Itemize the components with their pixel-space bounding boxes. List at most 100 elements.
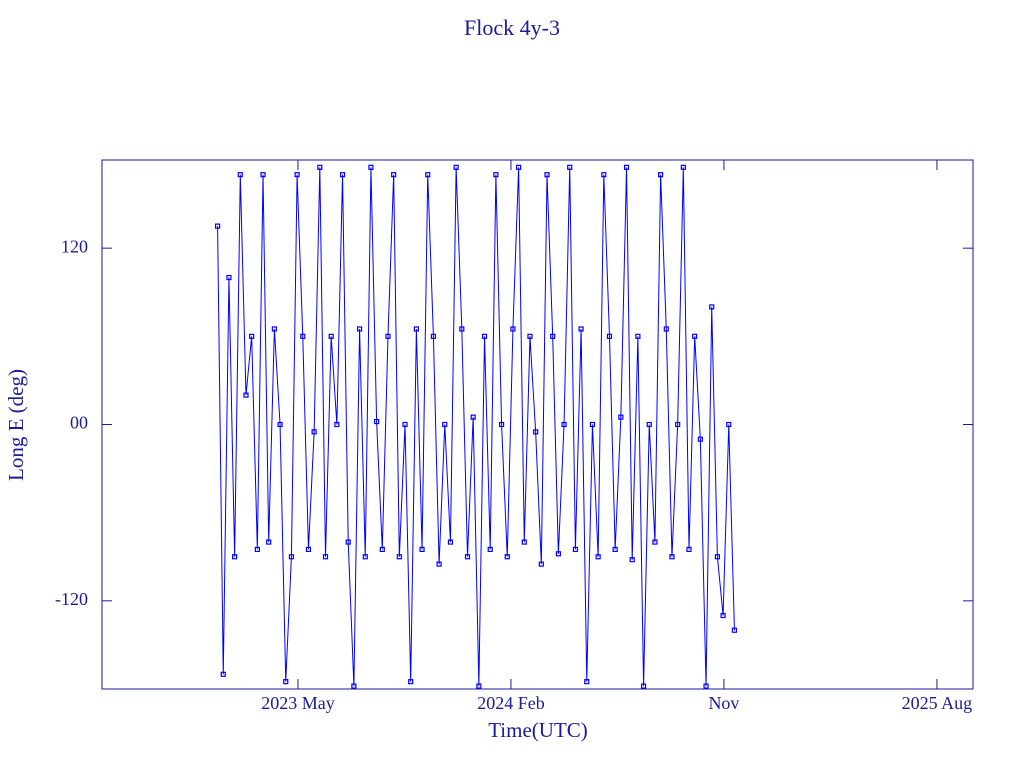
- data-point: [322, 554, 329, 560]
- x-tick-label: Nov: [708, 693, 739, 713]
- data-point: [419, 546, 425, 553]
- data-point: [561, 421, 567, 428]
- data-point: [226, 274, 232, 281]
- data-point: [249, 333, 255, 339]
- data-point: [356, 326, 363, 332]
- data-point: [260, 172, 266, 178]
- data-point: [527, 333, 533, 339]
- data-point: [589, 421, 596, 428]
- data-point: [680, 164, 686, 170]
- data-point: [498, 421, 505, 428]
- data-point: [237, 172, 243, 178]
- data-point: [481, 333, 488, 339]
- data-point: [385, 333, 391, 339]
- data-point: [294, 172, 300, 178]
- data-point: [544, 172, 550, 178]
- data-point: [533, 429, 539, 435]
- data-point: [328, 333, 334, 339]
- data-point: [521, 539, 527, 545]
- x-tick-label: 2025 Aug: [902, 693, 973, 713]
- data-point: [362, 554, 368, 560]
- data-point: [368, 164, 374, 170]
- data-point: [567, 164, 573, 170]
- data-point: [300, 333, 306, 339]
- data-point: [572, 546, 579, 553]
- data-point: [254, 546, 260, 553]
- data-point: [555, 551, 561, 557]
- data-point: [271, 326, 277, 332]
- y-tick-label: 120: [61, 236, 88, 256]
- data-point: [266, 539, 272, 545]
- plot-frame: [101, 159, 974, 690]
- data-point: [538, 561, 544, 567]
- data-point: [720, 612, 726, 619]
- data-point: [374, 418, 380, 425]
- data-point: [629, 557, 635, 563]
- data-point: [351, 683, 357, 689]
- data-point: [232, 554, 238, 560]
- data-point: [430, 333, 437, 339]
- data-point: [675, 421, 681, 428]
- data-point: [413, 326, 419, 332]
- data-point: [402, 421, 408, 428]
- data-point: [220, 671, 226, 677]
- data-point: [703, 683, 709, 689]
- data-point: [618, 414, 624, 420]
- series-line: [217, 167, 735, 687]
- data-point: [214, 223, 221, 229]
- data-point: [436, 561, 442, 567]
- data-point: [658, 172, 664, 178]
- x-tick-label: 2023 May: [261, 693, 335, 713]
- data-point: [345, 539, 351, 545]
- data-point: [476, 683, 482, 689]
- data-point: [243, 392, 249, 398]
- x-tick-label: 2024 Feb: [477, 693, 545, 713]
- data-point: [612, 546, 618, 553]
- data-point: [652, 539, 658, 545]
- data-point: [396, 554, 402, 560]
- data-point: [283, 679, 289, 685]
- data-point: [584, 679, 590, 685]
- x-axis-label: Time(UTC): [488, 718, 588, 742]
- data-point: [470, 414, 476, 420]
- data-point: [334, 421, 340, 428]
- data-point: [408, 679, 414, 685]
- data-point: [425, 172, 431, 178]
- data-point: [726, 421, 732, 428]
- data-point: [601, 172, 607, 178]
- data-point: [277, 421, 283, 428]
- data-point: [686, 546, 692, 553]
- data-point: [692, 333, 698, 339]
- data-point: [453, 164, 459, 170]
- data-point: [379, 546, 385, 553]
- data-point: [493, 172, 499, 178]
- y-tick-label: 00: [70, 413, 88, 433]
- data-point: [606, 333, 613, 339]
- y-tick-label: -120: [55, 589, 88, 609]
- data-point: [635, 333, 641, 339]
- data-point: [288, 554, 295, 560]
- data-point: [442, 421, 448, 428]
- data-point: [731, 627, 738, 633]
- data-point: [487, 546, 493, 553]
- chart-title: Flock 4y-3: [464, 15, 560, 40]
- data-point: [516, 164, 522, 170]
- data-point: [464, 554, 471, 560]
- data-point: [510, 326, 516, 332]
- data-point: [305, 546, 312, 553]
- data-point: [447, 539, 454, 545]
- data-point: [697, 436, 703, 442]
- data-point: [311, 429, 317, 435]
- y-axis-label: Long E (deg): [4, 369, 28, 481]
- data-point: [504, 554, 510, 560]
- data-point: [550, 333, 556, 339]
- data-point: [339, 172, 346, 178]
- data-point: [459, 326, 465, 332]
- data-point: [317, 164, 323, 170]
- data-point: [646, 421, 652, 428]
- data-point: [640, 683, 647, 689]
- data-point: [595, 554, 601, 560]
- data-point: [709, 304, 715, 310]
